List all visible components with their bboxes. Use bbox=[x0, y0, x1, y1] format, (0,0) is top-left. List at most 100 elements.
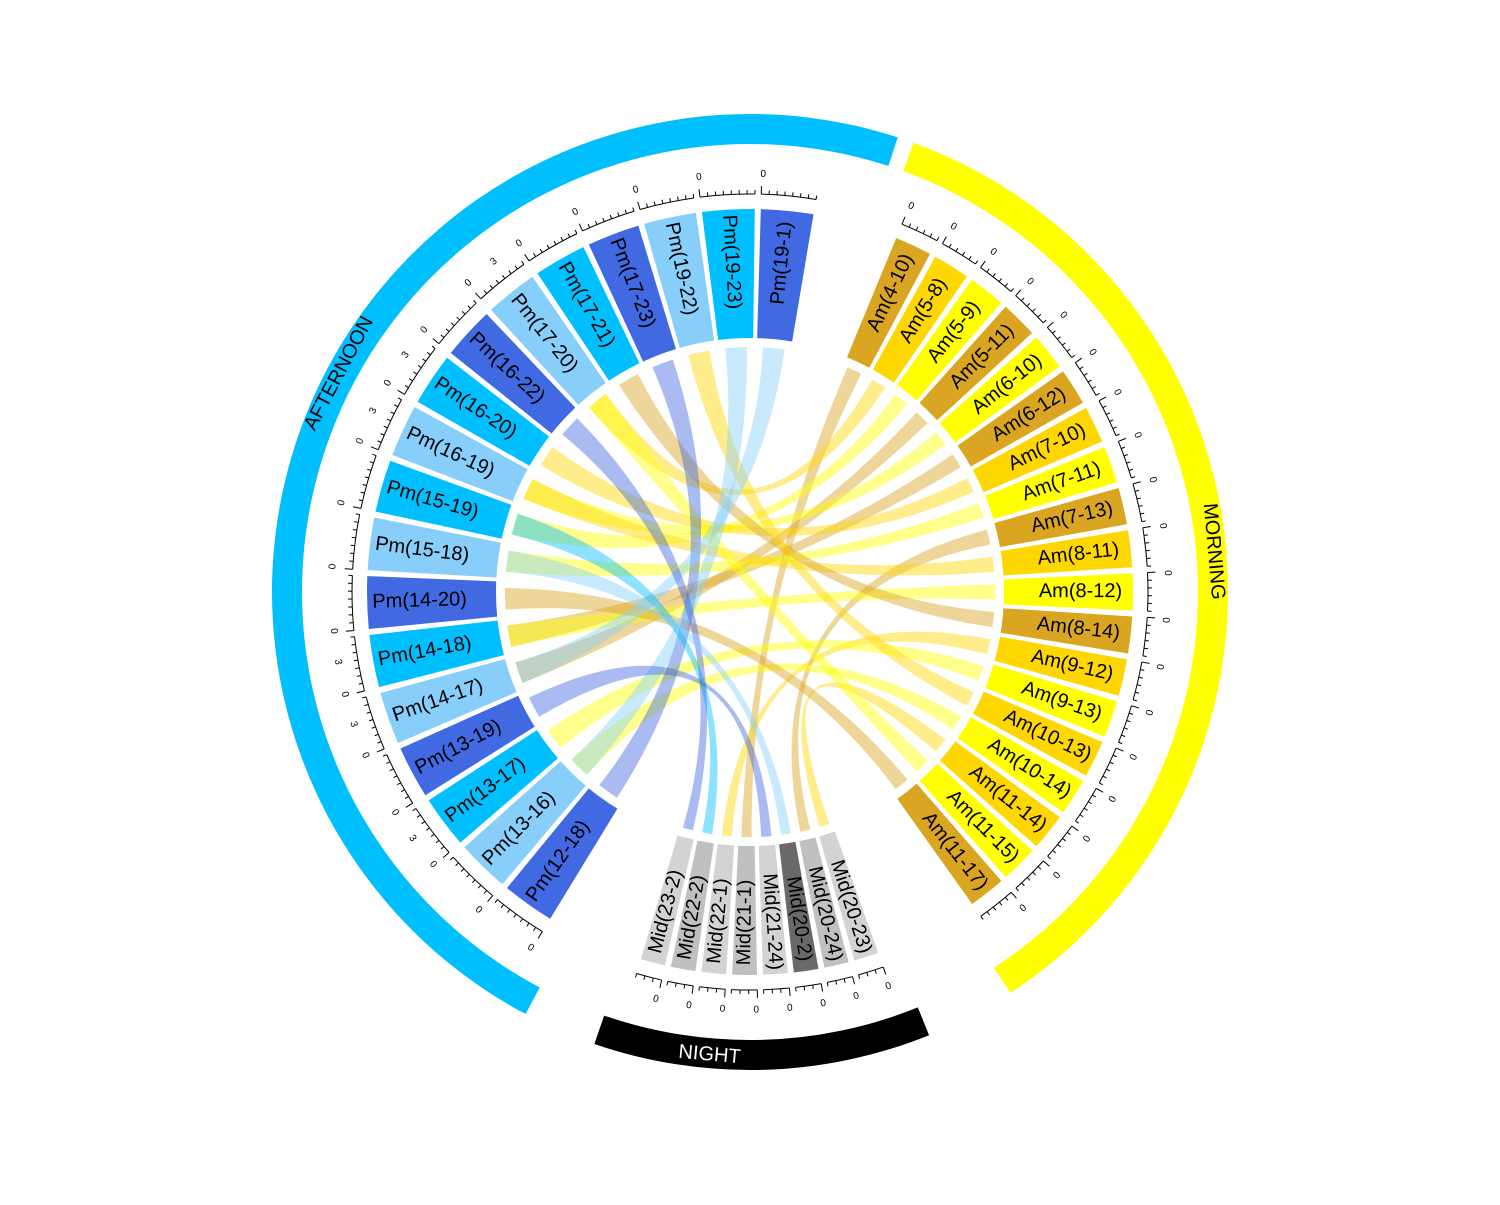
tick-mark bbox=[441, 335, 444, 338]
tick-mark bbox=[603, 218, 604, 222]
tick-mark bbox=[999, 902, 1002, 905]
tick-label: 0 bbox=[1057, 310, 1069, 322]
tick-axis-am-5-8 bbox=[942, 244, 975, 264]
tick-mark bbox=[357, 676, 361, 677]
tick-mark bbox=[433, 339, 439, 344]
tick-mark bbox=[527, 923, 529, 926]
tick-mark bbox=[1088, 380, 1091, 382]
tick-mark bbox=[827, 982, 828, 986]
tick-mark bbox=[1103, 776, 1107, 778]
tick-mark bbox=[575, 230, 577, 234]
tick-mark bbox=[993, 907, 995, 910]
sector-label-am-8-12: Am(8-12) bbox=[1039, 580, 1122, 602]
tick-mark bbox=[423, 359, 426, 361]
sectors-layer: Am(4-10)Am(5-8)Am(5-9)Am(5-11)Am(6-10)Am… bbox=[367, 209, 1133, 975]
tick-mark bbox=[1142, 521, 1146, 522]
tick-mark bbox=[406, 803, 413, 807]
tick-mark bbox=[685, 195, 686, 199]
tick-mark bbox=[993, 274, 995, 277]
tick-mark bbox=[401, 790, 404, 792]
tick-mark bbox=[346, 630, 354, 631]
tick-mark bbox=[1016, 290, 1021, 296]
tick-mark bbox=[540, 249, 542, 252]
tick-mark bbox=[561, 237, 563, 241]
tick-mark bbox=[1133, 482, 1141, 484]
tick-mark bbox=[652, 978, 653, 982]
tick-axis-pm-14-17 bbox=[366, 697, 384, 749]
tick-axis-am-5-11 bbox=[1016, 296, 1044, 323]
tick-mark bbox=[1047, 322, 1053, 327]
sector-label-pm-14-20: Pm(14-20) bbox=[372, 588, 467, 613]
group-band-night bbox=[594, 1007, 929, 1070]
tick-mark bbox=[1011, 288, 1014, 291]
tick-mark bbox=[937, 237, 939, 241]
tick-label: 0 bbox=[1162, 570, 1173, 576]
tick-mark bbox=[1043, 320, 1046, 323]
tick-mark bbox=[1137, 685, 1141, 686]
tick-label: 0 bbox=[1018, 902, 1030, 914]
tick-mark bbox=[902, 217, 905, 224]
tick-label: 0 bbox=[787, 1002, 794, 1014]
tick-label: 0 bbox=[336, 499, 348, 507]
tick-mark bbox=[1011, 892, 1016, 898]
tick-mark bbox=[1072, 355, 1075, 357]
tick-mark bbox=[1067, 349, 1070, 351]
tick-mark bbox=[660, 980, 662, 988]
tick-axis-am-6-10 bbox=[1047, 327, 1071, 357]
tick-mark bbox=[987, 912, 989, 915]
tick-label: 0 bbox=[652, 993, 660, 1005]
tick-mark bbox=[1129, 469, 1133, 470]
tick-mark bbox=[1084, 808, 1087, 810]
tick-axis-am-7-13 bbox=[1133, 484, 1142, 522]
tick-axis-am-5-9 bbox=[981, 268, 1011, 292]
tick-label: 0 bbox=[1131, 431, 1143, 441]
tick-mark bbox=[353, 507, 361, 509]
tick-mark bbox=[1088, 802, 1091, 804]
links-layer bbox=[505, 347, 995, 837]
tick-label: 0 bbox=[884, 980, 893, 992]
tick-mark bbox=[356, 514, 360, 515]
tick-mark bbox=[353, 529, 357, 530]
tick-mark bbox=[484, 890, 487, 893]
tick-mark bbox=[362, 697, 366, 698]
tick-mark bbox=[1131, 706, 1139, 708]
tick-axis-pm-15-19 bbox=[361, 456, 376, 509]
tick-mark bbox=[534, 253, 536, 256]
tick-mark bbox=[355, 668, 359, 669]
tick-mark bbox=[1072, 826, 1078, 831]
tick-mark bbox=[377, 441, 381, 443]
tick-axis-mid-22-1 bbox=[699, 987, 725, 989]
tick-mark bbox=[354, 660, 358, 661]
tick-mark bbox=[579, 224, 582, 231]
tick-mark bbox=[1076, 821, 1079, 823]
tick-mark bbox=[1021, 298, 1024, 301]
tick-mark bbox=[1080, 815, 1083, 817]
tick-mark bbox=[509, 270, 511, 273]
tick-mark bbox=[1135, 490, 1139, 491]
tick-label: 0 bbox=[632, 184, 641, 196]
tick-mark bbox=[800, 193, 801, 197]
tick-label: 0 bbox=[359, 751, 371, 761]
tick-label: 0 bbox=[1155, 663, 1167, 671]
tick-label: 3 bbox=[406, 833, 418, 844]
tick-mark bbox=[836, 981, 837, 985]
tick-mark bbox=[962, 252, 964, 255]
tick-mark bbox=[949, 244, 951, 247]
tick-mark bbox=[987, 269, 989, 272]
tick-label: 0 bbox=[1051, 869, 1063, 881]
tick-mark bbox=[390, 769, 394, 771]
tick-label: 0 bbox=[1081, 833, 1093, 844]
tick-mark bbox=[525, 254, 529, 261]
tick-mark bbox=[1139, 506, 1143, 507]
tick-label: 0 bbox=[1107, 794, 1120, 805]
tick-mark bbox=[1043, 861, 1049, 866]
tick-label: 0 bbox=[685, 1000, 693, 1012]
tick-mark bbox=[1116, 748, 1123, 751]
tick-mark bbox=[1096, 393, 1099, 395]
tick-mark bbox=[678, 197, 679, 201]
tick-mark bbox=[1121, 447, 1125, 448]
tick-mark bbox=[1137, 498, 1141, 499]
tick-mark bbox=[394, 405, 398, 407]
